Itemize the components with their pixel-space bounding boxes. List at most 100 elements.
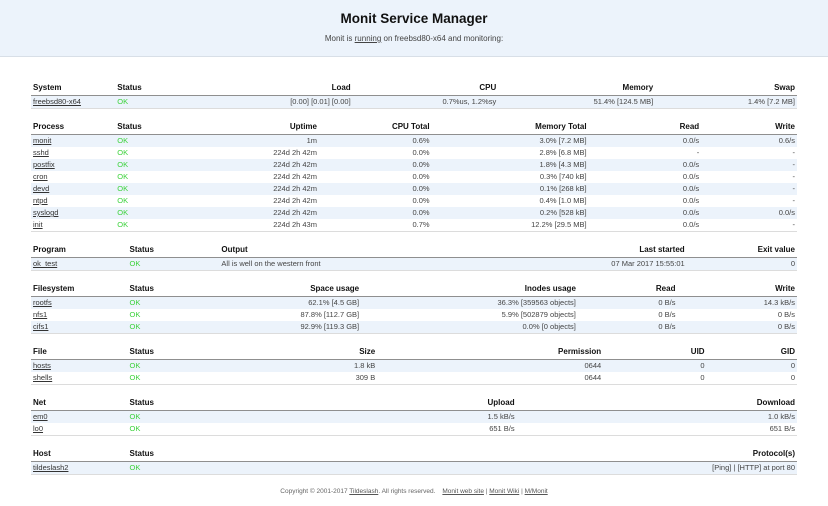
process-value-cell: 224d 2h 42m <box>273 184 317 193</box>
process-value-cell: - <box>701 219 797 232</box>
host-service-link[interactable]: tildeslash2 <box>33 463 69 472</box>
process-value-cell: 3.0% [7.2 MB] <box>539 136 587 145</box>
filesystem-table: Filesystem Status Space usage Inodes usage R… <box>31 282 797 334</box>
filesystem-row: rootfs OK 62.1% [4.5 GB] 36.3% [359563 obje… <box>31 296 797 309</box>
process-row: devd OK 224d 2h 42m 0.0% 0.1% [268 kB] 0.0/s - <box>31 183 797 195</box>
program-service-link[interactable]: ok_test <box>33 259 58 268</box>
monitoring-summary: Monit is running on freebsd80-x64 and mo… <box>0 34 828 43</box>
status-badge: OK <box>129 463 141 472</box>
process-value-cell: 0.0/s <box>588 219 702 232</box>
process-service-link[interactable]: ntpd <box>33 196 48 205</box>
process-column-header: Process <box>31 120 116 135</box>
tildeslash-link[interactable]: Tildeslash <box>349 488 379 495</box>
process-service-link[interactable]: sshd <box>33 148 49 157</box>
file-column-header: UID <box>603 345 707 360</box>
filesystem-row: cifs1 OK 92.9% [119.3 GB] 0.0% [0 objects] 0… <box>31 321 797 334</box>
net-value-cell: 651 B/s <box>516 423 797 436</box>
program-column-header: Exit value <box>686 243 797 258</box>
file-column-header: Size <box>219 345 378 360</box>
system-row: freebsd80-x64 OK [0.00] [0.01] [0.00] 0.7%u… <box>31 95 797 109</box>
process-value-cell: 0.7% <box>318 219 432 232</box>
process-status-cell: OK <box>115 135 230 148</box>
host-name-cell: tildeslash2 <box>31 461 128 475</box>
process-value-cell: 0.3% [740 kB] <box>539 172 587 181</box>
filesystem-column-header: Filesystem <box>31 282 128 297</box>
net-column-header: Net <box>31 396 128 411</box>
filesystem-column-header: Read <box>577 282 678 297</box>
filesystem-service-link[interactable]: rootfs <box>33 298 52 307</box>
filesystem-service-link[interactable]: nfs1 <box>33 310 48 319</box>
net-service-link[interactable]: lo0 <box>33 424 44 433</box>
process-value-cell: 0.0/s <box>682 184 700 193</box>
filesystem-value-cell: 0 B/s <box>658 310 676 319</box>
status-badge: OK <box>117 148 129 157</box>
process-value-cell: 1.8% [4.3 MB] <box>539 160 587 169</box>
process-value-cell: 224d 2h 42m <box>273 196 317 205</box>
process-row: init OK 224d 2h 43m 0.7% 12.2% [29.5 MB] 0.0/… <box>31 219 797 232</box>
process-service-link[interactable]: syslogd <box>33 208 59 217</box>
process-service-link[interactable]: monit <box>33 136 52 145</box>
process-status-cell: OK <box>115 159 230 171</box>
process-value-cell: 0.0% <box>412 208 430 217</box>
process-name-cell: devd <box>31 183 115 195</box>
process-value-cell: 0.0% <box>412 184 430 193</box>
footer-separator: | <box>485 488 488 495</box>
system-column-header: Load <box>268 81 353 96</box>
net-value-cell: 1.5 kB/s <box>487 412 515 421</box>
file-status-cell: OK <box>127 372 220 385</box>
file-value-cell: 0644 <box>584 361 602 370</box>
system-column-header: Memory <box>498 81 656 96</box>
status-badge: OK <box>129 412 141 421</box>
file-value-cell: 0 <box>790 361 795 370</box>
filesystem-value-cell: 0 B/s <box>577 321 678 334</box>
status-badge: OK <box>117 208 129 217</box>
mmonit-link[interactable]: M/Monit <box>524 488 548 495</box>
filesystem-value-cell: 5.9% [502879 objects] <box>501 310 576 319</box>
process-status-cell: OK <box>115 171 230 183</box>
system-status-cell: OK <box>115 95 269 109</box>
net-service-link[interactable]: em0 <box>33 412 48 421</box>
process-row: monit OK 1m 0.6% 3.0% [7.2 MB] 0.0/s 0.6/s <box>31 134 797 148</box>
process-name-cell: sshd <box>31 147 115 159</box>
system-service-link[interactable]: freebsd80-x64 <box>33 97 81 106</box>
monit-wiki-link[interactable]: Monit Wiki <box>489 488 520 495</box>
host-column-header: Host <box>31 447 128 462</box>
runtime-status-link[interactable]: running <box>354 34 382 43</box>
file-name-cell: hosts <box>31 360 128 373</box>
file-column-header: File <box>31 345 128 360</box>
file-service-link[interactable]: shells <box>33 373 53 382</box>
file-service-link[interactable]: hosts <box>33 361 51 370</box>
process-column-header: Status <box>115 120 231 135</box>
status-badge: OK <box>129 259 141 268</box>
filesystem-row: nfs1 OK 87.8% [112.7 GB] 5.9% [502879 objec… <box>31 309 797 321</box>
process-service-link[interactable]: devd <box>33 184 50 193</box>
filesystem-value-cell: 14.3 kB/s <box>763 298 795 307</box>
process-value-cell: 224d 2h 42m <box>273 160 317 169</box>
program-value-cell: 0 <box>686 257 797 271</box>
process-value-cell: 0.4% [1.0 MB] <box>539 196 587 205</box>
monit-website-link[interactable]: Monit web site <box>442 488 484 495</box>
filesystem-name-cell: cifs1 <box>31 321 128 334</box>
host-value-cell: [Ping] | [HTTP] at port 80 <box>219 461 797 475</box>
process-value-cell: 0.1% [268 kB] <box>539 184 587 193</box>
copyright-suffix: . All rights reserved. <box>378 488 436 495</box>
net-column-header: Upload <box>219 396 517 411</box>
file-column-header: Permission <box>377 345 604 360</box>
program-name-cell: ok_test <box>31 257 128 271</box>
program-column-header: Last started <box>564 243 687 258</box>
system-column-header: System <box>31 81 116 96</box>
file-value-cell: 1.8 kB <box>353 361 376 370</box>
process-row: postfix OK 224d 2h 42m 0.0% 1.8% [4.3 MB] 0.0… <box>31 159 797 171</box>
status-badge: OK <box>117 160 129 169</box>
process-value-cell: 224d 2h 43m <box>230 219 319 232</box>
process-status-cell: OK <box>115 183 230 195</box>
process-service-link[interactable]: cron <box>33 172 48 181</box>
filesystem-service-link[interactable]: cifs1 <box>33 322 49 331</box>
process-service-link[interactable]: init <box>33 220 43 229</box>
footer-separator: | <box>521 488 523 495</box>
net-column-header: Download <box>516 396 797 411</box>
file-column-header: GID <box>706 345 797 360</box>
process-status-cell: OK <box>115 147 230 159</box>
process-service-link[interactable]: postfix <box>33 160 55 169</box>
filesystem-column-header: Status <box>127 282 220 297</box>
